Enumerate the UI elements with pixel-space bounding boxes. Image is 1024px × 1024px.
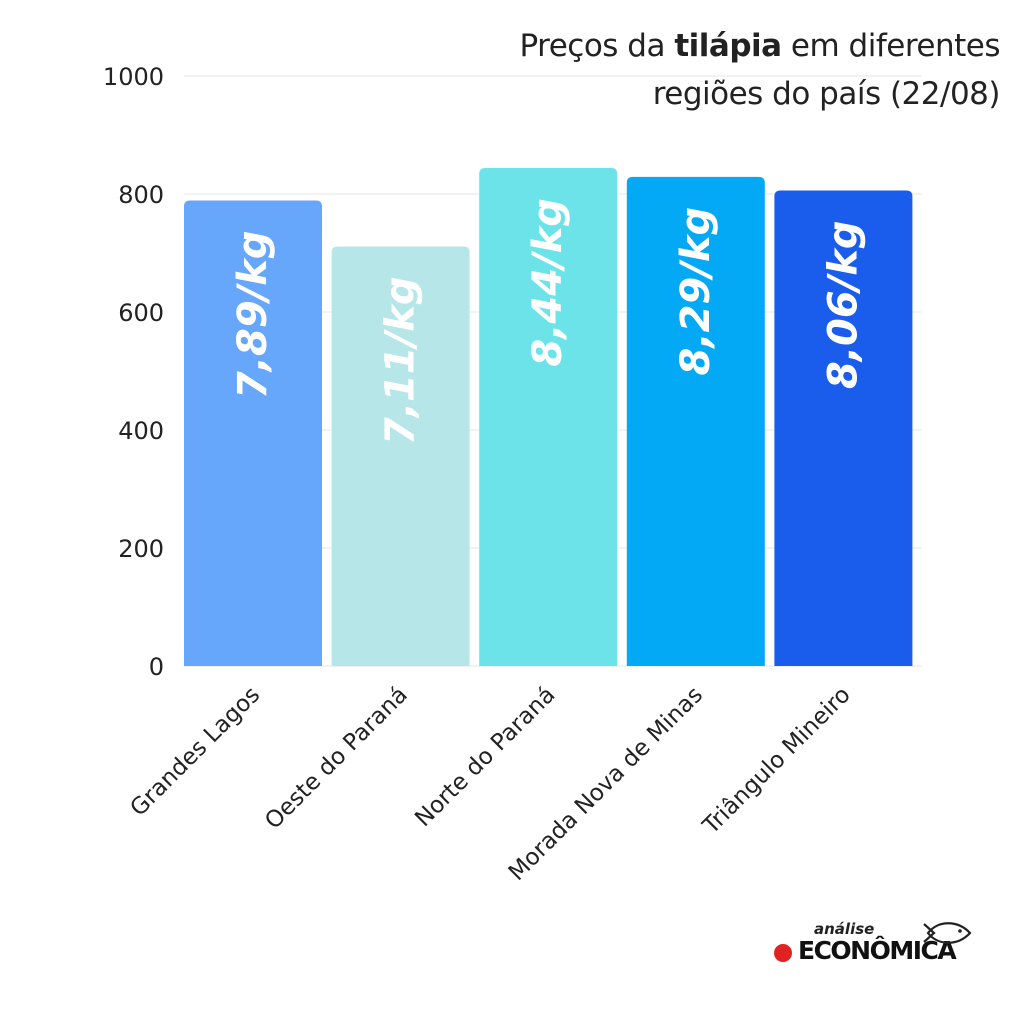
bars — [184, 168, 913, 667]
bar — [626, 176, 765, 666]
title-bold: tilápia — [674, 28, 782, 64]
bar-value-label: 8,29/kg — [673, 207, 719, 376]
y-axis-ticks: 0 200 400 600 800 1000 — [103, 63, 164, 681]
x-tick-label: Norte do Paraná — [410, 682, 560, 832]
y-tick-label: 1000 — [103, 63, 164, 91]
bar-value-label: 8,06/kg — [820, 220, 866, 389]
bar-value-label: 7,89/kg — [230, 230, 276, 399]
logo-big-text: ECONÔMICA — [798, 936, 957, 965]
y-tick-label: 600 — [118, 299, 164, 327]
bar — [774, 190, 913, 666]
y-tick-label: 400 — [118, 417, 164, 445]
chart-title: Preços da tilápia em diferentes regiões … — [520, 22, 1001, 118]
title-prefix: Preços da — [519, 28, 675, 64]
bar — [331, 246, 470, 666]
bar-value-labels: 7,89/kg 7,11/kg 8,44/kg 8,29/kg 8,06/kg — [230, 198, 866, 445]
bar-value-label: 8,44/kg — [525, 198, 571, 367]
y-tick-label: 200 — [118, 535, 164, 563]
fish-icon — [923, 922, 972, 944]
x-tick-label: Triângulo Mineiro — [698, 682, 856, 840]
logo-mark-icon — [774, 944, 792, 962]
title-line2: regiões do país (22/08) — [652, 76, 1001, 112]
bar — [479, 168, 618, 667]
y-tick-label: 0 — [149, 653, 164, 681]
logo: análise ECONÔMICA — [772, 918, 982, 974]
bar-value-label: 7,11/kg — [378, 277, 424, 446]
x-tick-label: Oeste do Paraná — [260, 682, 413, 835]
logo-small-text: análise — [814, 920, 875, 938]
y-tick-label: 800 — [118, 181, 164, 209]
x-tick-label: Grandes Lagos — [126, 682, 266, 822]
bar — [184, 200, 322, 667]
title-suffix: em diferentes — [781, 28, 1001, 64]
